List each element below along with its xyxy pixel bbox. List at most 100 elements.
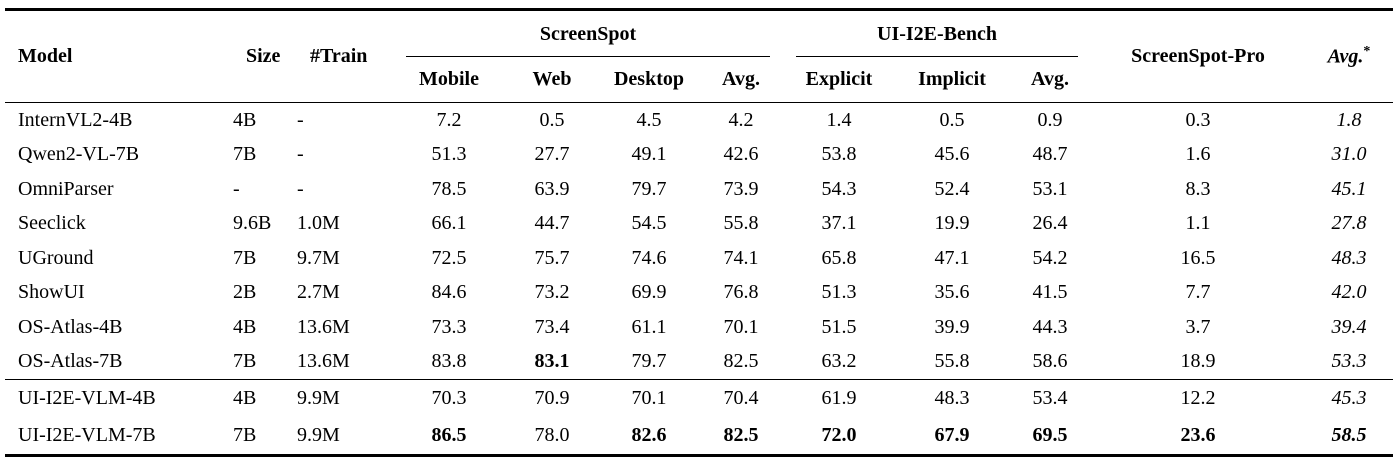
value-cell: 45.6	[934, 143, 970, 166]
benchmark-results-table: Model Size #Train ScreenSpot UI-I2E-Benc…	[5, 8, 1394, 457]
value-cell: 7B	[233, 143, 257, 166]
value-cell: -	[297, 108, 304, 131]
value-cell: 39.9	[934, 315, 970, 338]
model-name-cell: ShowUI	[18, 281, 85, 304]
value-cell: 53.3	[1331, 350, 1367, 373]
value-cell: 0.5	[539, 108, 565, 131]
value-cell: 35.6	[934, 281, 970, 304]
value-cell: 9.9M	[297, 424, 340, 446]
value-cell: 67.9	[934, 424, 970, 446]
model-name-cell: OS-Atlas-7B	[18, 350, 123, 373]
value-cell: 13.6M	[297, 315, 350, 338]
value-cell: 78.0	[534, 424, 570, 446]
value-cell: 0.9	[1037, 108, 1063, 131]
value-cell: 86.5	[431, 424, 467, 446]
value-cell: 70.3	[431, 387, 467, 409]
value-cell: 70.9	[534, 387, 570, 409]
avg-star-superscript: *	[1363, 44, 1371, 60]
value-cell: 9.9M	[297, 387, 340, 409]
value-cell: 0.5	[939, 108, 965, 131]
table-row: Seeclick 9.6B 1.0M 66.1 44.7 54.5 55.8 37.1 19.9…	[5, 207, 1393, 242]
value-cell: 54.5	[631, 212, 667, 235]
value-cell: 18.9	[1180, 350, 1216, 373]
col-header-screenspot-avg: Avg.	[722, 68, 760, 90]
col-header-mobile: Mobile	[419, 68, 479, 90]
value-cell: 79.7	[631, 177, 667, 200]
value-cell: 82.5	[723, 424, 759, 446]
table-row: UI-I2E-VLM-4B 4B 9.9M 70.3 70.9 70.1 70.4 61.9 4…	[5, 380, 1393, 418]
model-name-cell: UGround	[18, 246, 94, 269]
value-cell: 78.5	[431, 177, 467, 200]
value-cell: 75.7	[534, 246, 570, 269]
value-cell: 82.6	[631, 424, 667, 446]
table-row: InternVL2-4B 4B - 7.2 0.5 4.5 4.2 1.4 0.5 0.9 0.3 1…	[5, 103, 1393, 138]
value-cell: 44.7	[534, 212, 570, 235]
value-cell: 13.6M	[297, 350, 350, 373]
value-cell: -	[297, 177, 304, 200]
table-row: UGround 7B 9.7M 72.5 75.7 74.6 74.1 65.8 47.1 54.…	[5, 241, 1393, 276]
col-header-explicit: Explicit	[805, 68, 873, 90]
col-header-implicit: Implicit	[918, 68, 986, 90]
model-name-cell: OmniParser	[18, 177, 114, 200]
value-cell: 72.5	[431, 246, 467, 269]
value-cell: 47.1	[934, 246, 970, 269]
table-row: Qwen2-VL-7B 7B - 51.3 27.7 49.1 42.6 53.8 45.6 48…	[5, 138, 1393, 173]
value-cell: 3.7	[1185, 315, 1211, 338]
col-group-ui-i2e-bench: UI-I2E-Bench	[783, 10, 1091, 57]
value-cell: 76.8	[723, 281, 759, 304]
value-cell: 2.7M	[297, 281, 340, 304]
value-cell: 16.5	[1180, 246, 1216, 269]
value-cell: 4B	[233, 108, 257, 131]
value-cell: 72.0	[821, 424, 857, 446]
value-cell: 61.9	[821, 387, 857, 409]
value-cell: 45.3	[1331, 387, 1367, 409]
value-cell: -	[297, 143, 304, 166]
table-row: UI-I2E-VLM-7B 7B 9.9M 86.5 78.0 82.6 82.5 72.0 6…	[5, 417, 1393, 456]
value-cell: 1.0M	[297, 212, 340, 235]
value-cell: 53.4	[1032, 387, 1068, 409]
value-cell: 73.9	[723, 177, 759, 200]
value-cell: 65.8	[821, 246, 857, 269]
table-row: OmniParser - - 78.5 63.9 79.7 73.9 54.3 52.4 53.1…	[5, 172, 1393, 207]
value-cell: 70.1	[631, 387, 667, 409]
col-header-avg-star: Avg.*	[1305, 10, 1393, 103]
value-cell: 55.8	[934, 350, 970, 373]
model-name-cell: OS-Atlas-4B	[18, 315, 123, 338]
value-cell: 37.1	[821, 212, 857, 235]
value-cell: 7B	[233, 246, 257, 269]
value-cell: 73.4	[534, 315, 570, 338]
value-cell: 7.2	[436, 108, 462, 131]
value-cell: 48.3	[1331, 246, 1367, 269]
table-header: Model Size #Train ScreenSpot UI-I2E-Benc…	[5, 10, 1394, 103]
value-cell: 31.0	[1331, 143, 1367, 166]
value-cell: 19.9	[934, 212, 970, 235]
value-cell: 79.7	[631, 350, 667, 373]
value-cell: 41.5	[1032, 281, 1068, 304]
value-cell: 48.3	[934, 387, 970, 409]
value-cell: 74.1	[723, 246, 759, 269]
header-group-row: Model Size #Train ScreenSpot UI-I2E-Benc…	[5, 10, 1393, 68]
value-cell: 69.5	[1032, 424, 1068, 446]
value-cell: 42.6	[723, 143, 759, 166]
col-group-screenspot: ScreenSpot	[393, 10, 783, 57]
value-cell: 51.3	[431, 143, 467, 166]
col-header-train: #Train	[310, 45, 368, 67]
value-cell: 9.6B	[233, 212, 272, 235]
value-cell: 53.1	[1032, 177, 1068, 200]
value-cell: 1.1	[1185, 212, 1211, 235]
value-cell: -	[233, 177, 240, 200]
value-cell: 49.1	[631, 143, 667, 166]
value-cell: 66.1	[431, 212, 467, 235]
model-name-cell: UI-I2E-VLM-4B	[18, 387, 156, 409]
value-cell: 1.4	[826, 108, 852, 131]
baseline-models-section: InternVL2-4B 4B - 7.2 0.5 4.5 4.2 1.4 0.5 0.9 0.3 1…	[5, 103, 1394, 380]
value-cell: 58.6	[1032, 350, 1068, 373]
col-group-screenspot-label: ScreenSpot	[539, 22, 637, 45]
value-cell: 42.0	[1331, 281, 1367, 304]
table-row: ShowUI 2B 2.7M 84.6 73.2 69.9 76.8 51.3 35.6 41.5…	[5, 276, 1393, 311]
value-cell: 82.5	[723, 350, 759, 373]
col-header-web: Web	[532, 68, 572, 90]
value-cell: 61.1	[631, 315, 667, 338]
value-cell: 9.7M	[297, 246, 340, 269]
